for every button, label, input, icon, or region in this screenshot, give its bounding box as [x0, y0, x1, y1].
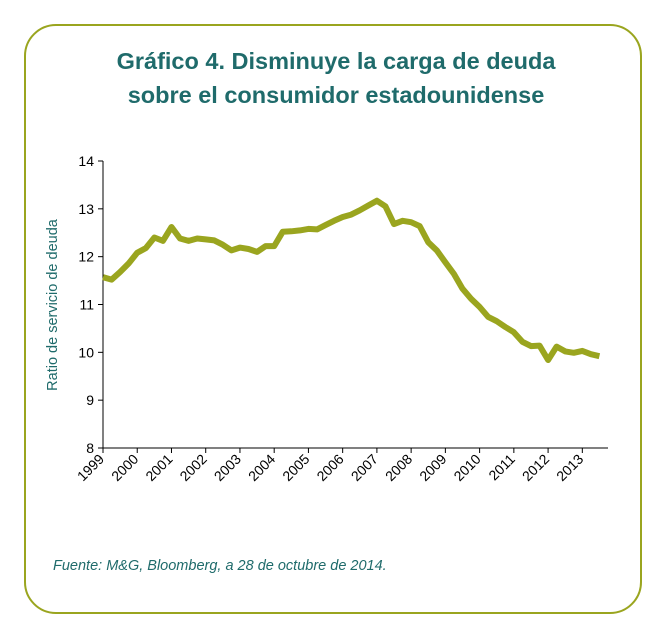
data-point	[109, 277, 114, 282]
data-point	[315, 227, 320, 232]
data-point	[186, 238, 191, 243]
x-tick-label: 2001	[142, 451, 175, 484]
data-point	[588, 352, 593, 357]
data-point	[366, 203, 371, 208]
data-point	[511, 330, 516, 335]
data-point	[529, 344, 534, 349]
y-tick-label: 14	[78, 153, 94, 169]
data-point	[203, 237, 208, 242]
x-tick-label: 2009	[416, 451, 449, 484]
x-tick-label: 2010	[450, 451, 483, 484]
x-tick-label: 2011	[485, 451, 518, 484]
data-point	[417, 224, 422, 229]
data-point	[263, 244, 268, 249]
data-point	[520, 339, 525, 344]
y-tick-label: 9	[86, 392, 94, 408]
data-point	[477, 304, 482, 309]
data-point	[546, 358, 551, 363]
data-point	[195, 236, 200, 241]
data-point	[135, 250, 140, 255]
series-line	[102, 197, 601, 363]
x-tick-label: 2008	[382, 451, 415, 484]
data-point	[597, 354, 602, 359]
data-point	[178, 236, 183, 241]
chart-title-line2: sobre el consumidor estadounidense	[127, 82, 545, 108]
data-point	[374, 198, 379, 203]
data-point	[554, 344, 559, 349]
data-point	[160, 238, 165, 243]
chart-axes	[102, 161, 608, 449]
data-point	[409, 220, 414, 225]
data-point	[571, 350, 576, 355]
y-tick-label: 13	[78, 201, 94, 217]
x-tick-label: 2003	[211, 451, 244, 484]
data-point	[357, 208, 362, 213]
data-point	[101, 275, 106, 280]
x-tick-label: 2007	[348, 451, 381, 484]
chart-title: Gráfico 4. Disminuye la carga de deuda s…	[0, 44, 672, 112]
chart-title-line1: Gráfico 4. Disminuye la carga de deuda	[116, 48, 556, 74]
data-point	[280, 229, 285, 234]
data-point	[229, 248, 234, 253]
x-tick-label: 2012	[519, 451, 552, 484]
data-point	[460, 286, 465, 291]
data-point	[580, 348, 585, 353]
x-tick-label: 2004	[245, 451, 278, 484]
data-point	[152, 235, 157, 240]
data-point	[143, 246, 148, 251]
data-point	[246, 247, 251, 252]
data-point	[451, 271, 456, 276]
data-point	[212, 238, 217, 243]
data-point	[443, 260, 448, 265]
data-point	[237, 245, 242, 250]
data-point	[434, 248, 439, 253]
x-tick-label: 2002	[176, 451, 209, 484]
data-point	[323, 223, 328, 228]
data-point	[494, 319, 499, 324]
series-group	[101, 197, 602, 363]
y-tick-label: 11	[79, 297, 94, 313]
data-point	[400, 218, 405, 223]
data-point	[126, 261, 131, 266]
x-tick-label: 2005	[279, 451, 312, 484]
data-point	[169, 225, 174, 230]
x-axis-ticks: 1999 2000 2001 2002 2003 2004 2005 2006 2007 2008…	[74, 448, 587, 484]
y-tick-label: 8	[86, 440, 94, 456]
data-point	[503, 325, 508, 330]
data-point	[340, 215, 345, 220]
data-point	[469, 296, 474, 301]
data-point	[349, 212, 354, 217]
source-note: Fuente: M&G, Bloomberg, a 28 de octubre …	[53, 558, 387, 574]
x-tick-label: 2000	[108, 451, 141, 484]
x-tick-label: 2006	[313, 451, 346, 484]
x-tick-label: 2013	[553, 451, 586, 484]
data-point	[306, 226, 311, 231]
y-tick-label: 10	[78, 344, 94, 360]
data-point	[383, 204, 388, 209]
data-point	[118, 270, 123, 275]
data-point	[563, 349, 568, 354]
data-point	[392, 222, 397, 227]
y-axis-ticks: 8 9 10 11 12 13 14	[78, 153, 103, 456]
y-tick-label: 12	[78, 249, 94, 265]
x-tick-label: 1999	[74, 451, 107, 484]
data-point	[486, 314, 491, 319]
y-axis-label: Ratio de servicio de deuda	[45, 218, 61, 391]
data-point	[332, 218, 337, 223]
data-point	[272, 244, 277, 249]
data-point	[220, 242, 225, 247]
chart-frame	[24, 24, 642, 614]
data-point	[297, 228, 302, 233]
data-point	[426, 240, 431, 245]
data-point	[537, 343, 542, 348]
data-point	[255, 249, 260, 254]
data-point	[289, 229, 294, 234]
